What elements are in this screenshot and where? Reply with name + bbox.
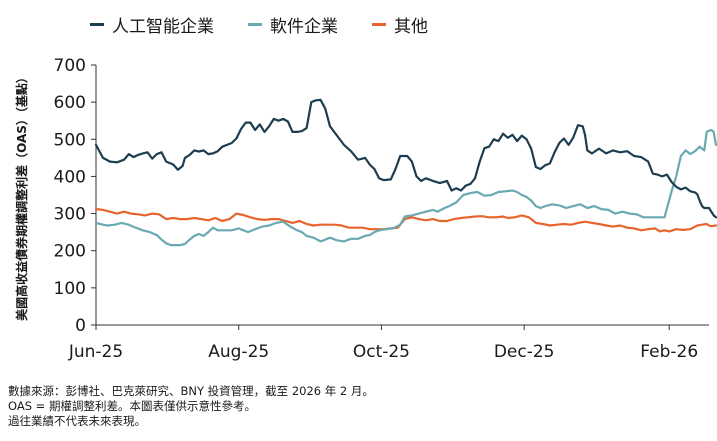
y-tick-label: 300 [54, 205, 86, 225]
y-axis-label: 美國高收益債券期權調整利差（OAS）（基點） [14, 71, 29, 321]
series-line-2 [94, 208, 717, 233]
legend-label-software: 軟件企業 [270, 17, 338, 37]
legend-item-other: 其他 [372, 12, 428, 37]
y-tick-label: 500 [54, 130, 86, 150]
series-line-0 [94, 98, 717, 219]
x-tick-label: Jun-25 [68, 342, 123, 362]
y-tick-label: 0 [75, 316, 86, 336]
y-tick-label: 700 [54, 56, 86, 76]
legend-swatch-software [248, 23, 262, 26]
x-tick-label: Feb-26 [640, 342, 698, 362]
footnote-definition: OAS = 期權調整利差。本圖表僅供示意性參考。 [8, 399, 256, 413]
series-line-1 [94, 128, 717, 247]
y-axis-ticks: 0 100 200 300 400 500 600 700 [54, 56, 96, 336]
series-layer [94, 98, 717, 247]
footnote: 數據來源：彭博社、巴克萊研究、BNY 投資管理，截至 2026 年 2 月。 O… [8, 384, 374, 429]
y-tick-label: 600 [54, 93, 86, 113]
y-tick-label: 400 [54, 167, 86, 187]
x-tick-label: Dec-25 [494, 342, 555, 362]
y-tick-label: 100 [54, 279, 86, 299]
legend-label-other: 其他 [394, 17, 428, 37]
x-axis-ticks: Jun-25 Aug-25 Oct-25 Dec-25 Feb-26 [68, 325, 698, 362]
line-chart: 0 100 200 300 400 500 600 700 Jun-25 Aug-25 Oct-2… [14, 56, 717, 362]
legend-item-software: 軟件企業 [248, 12, 338, 37]
legend-swatch-other [372, 23, 386, 26]
x-tick-label: Oct-25 [353, 342, 410, 362]
footnote-source: 數據來源：彭博社、巴克萊研究、BNY 投資管理，截至 2026 年 2 月。 [8, 384, 374, 398]
legend-label-ai: 人工智能企業 [112, 17, 214, 37]
footnote-disclaimer: 過往業績不代表未來表現。 [8, 414, 146, 428]
legend-swatch-ai [90, 23, 104, 26]
y-tick-label: 200 [54, 242, 86, 262]
x-tick-label: Aug-25 [208, 342, 269, 362]
legend-item-ai: 人工智能企業 [90, 12, 214, 37]
legend: 人工智能企業 軟件企業 其他 [90, 12, 428, 37]
